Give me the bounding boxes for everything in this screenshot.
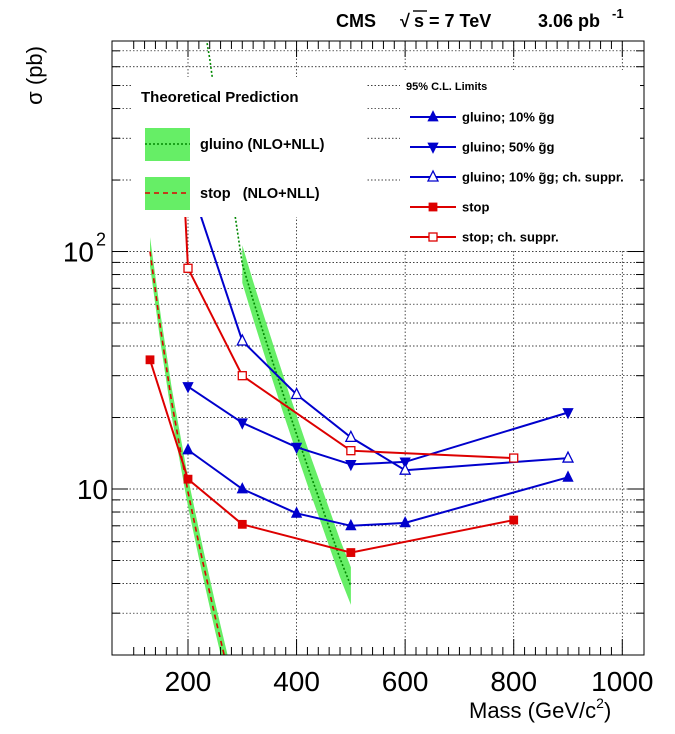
y-tick-label-exp-100: 2 — [96, 230, 106, 250]
series-line-gluino-10-g-g — [187, 449, 569, 527]
point-gluino-50-g-g-500 — [345, 459, 357, 472]
theory-legend-label-gluino-nlo-nll: gluino (NLO+NLL) — [200, 137, 325, 153]
luminosity-label: 3.06 pb — [538, 11, 600, 31]
legend-marker-gluino-10-g-g-ch-suppr — [426, 169, 440, 182]
theory-legend: Theoretical Prediction gluino (NLO+NLL) s… — [132, 77, 367, 217]
legend-label-stop: stop — [462, 200, 490, 215]
point-stop-500 — [346, 548, 356, 557]
axis-ticks — [112, 41, 644, 656]
point-stop-ch-suppr-800 — [509, 453, 519, 463]
theory-legend-swatch-gluino-nlo-nll — [145, 128, 190, 161]
legend-marker-stop — [428, 202, 438, 212]
point-stop-ch-suppr-300 — [237, 371, 247, 381]
band-gluino-nlo-nll — [242, 245, 351, 605]
point-gluino-50-g-g-900 — [562, 408, 574, 420]
point-stop-300 — [237, 519, 247, 529]
legend-marker-gluino-10-g-g — [427, 110, 439, 122]
series-line-gluino-10-g-g-ch-suppr — [187, 177, 569, 472]
legend-label-gluino-50-g-g: gluino; 50% g̃g — [462, 140, 555, 155]
theory-line-gluino-curve — [205, 41, 352, 587]
limits-legend: 95% C.L. Limits gluino; 10% g̃g gluino; 5… — [400, 70, 640, 250]
point-gluino-50-g-g-400 — [290, 442, 303, 455]
limit-series — [145, 103, 575, 557]
point-gluino-10-g-g-ch-suppr-500 — [344, 429, 357, 443]
point-gluino-10-g-g-300 — [236, 482, 248, 494]
theory-bands — [150, 237, 351, 655]
point-gluino-10-g-g-500 — [345, 518, 357, 531]
point-stop-ch-suppr-500 — [346, 446, 356, 456]
theory-legend-label-stop-nlo-nll: stop (NLO+NLL) — [200, 186, 320, 202]
point-gluino-50-g-g-300 — [236, 418, 248, 430]
energy-label: s = 7 TeV — [414, 11, 491, 31]
point-gluino-10-g-g-ch-suppr-400 — [290, 387, 303, 400]
legend-label-stop-ch-suppr: stop; ch. suppr. — [462, 230, 559, 245]
point-gluino-10-g-g-400 — [290, 506, 303, 518]
point-gluino-10-g-g-ch-suppr-300 — [236, 333, 249, 346]
point-stop-200 — [183, 474, 193, 484]
x-tick-label-200: 200 — [165, 666, 212, 697]
point-stop-130 — [145, 355, 155, 365]
x-tick-label-1000: 1000 — [591, 666, 653, 697]
legend-marker-stop-ch-suppr — [428, 232, 438, 242]
y-tick-label-100: 10 — [63, 237, 94, 268]
point-gluino-10-g-g-600 — [399, 515, 411, 528]
point-gluino-10-g-g-900 — [562, 470, 574, 482]
energy-sqrt-symbol: √ — [400, 11, 410, 31]
point-gluino-10-g-g-200 — [182, 443, 194, 455]
x-axis-title: Mass (GeV/c2) — [469, 695, 611, 723]
x-tick-label-800: 800 — [490, 666, 537, 697]
point-stop-ch-suppr-200 — [183, 263, 193, 273]
x-tick-label-600: 600 — [382, 666, 429, 697]
experiment-label: CMS — [336, 11, 376, 31]
x-tick-label-400: 400 — [273, 666, 320, 697]
theory-curves — [149, 41, 352, 655]
limits-legend-title: 95% C.L. Limits — [406, 81, 487, 93]
point-gluino-10-g-g-ch-suppr-900 — [561, 450, 575, 463]
limits-legend-background — [400, 70, 640, 250]
y-tick-label-10: 10 — [77, 474, 108, 505]
point-gluino-10-g-g-ch-suppr-600 — [399, 462, 412, 475]
legend-label-gluino-10-g-g-ch-suppr: gluino; 10% g̃g; ch. suppr. — [462, 170, 624, 185]
point-stop-800 — [509, 515, 519, 525]
theory-legend-title: Theoretical Prediction — [141, 89, 299, 106]
plot-frame — [111, 40, 645, 656]
axes-frame — [111, 40, 645, 656]
y-axis-title: σ (pb) — [22, 46, 47, 105]
point-gluino-50-g-g-200 — [182, 382, 194, 394]
theory-line-stop-curve — [149, 251, 225, 655]
legend-label-gluino-10-g-g: gluino; 10% g̃g — [462, 110, 555, 125]
legend-marker-gluino-50-g-g — [427, 142, 439, 154]
luminosity-exponent: -1 — [612, 6, 624, 21]
